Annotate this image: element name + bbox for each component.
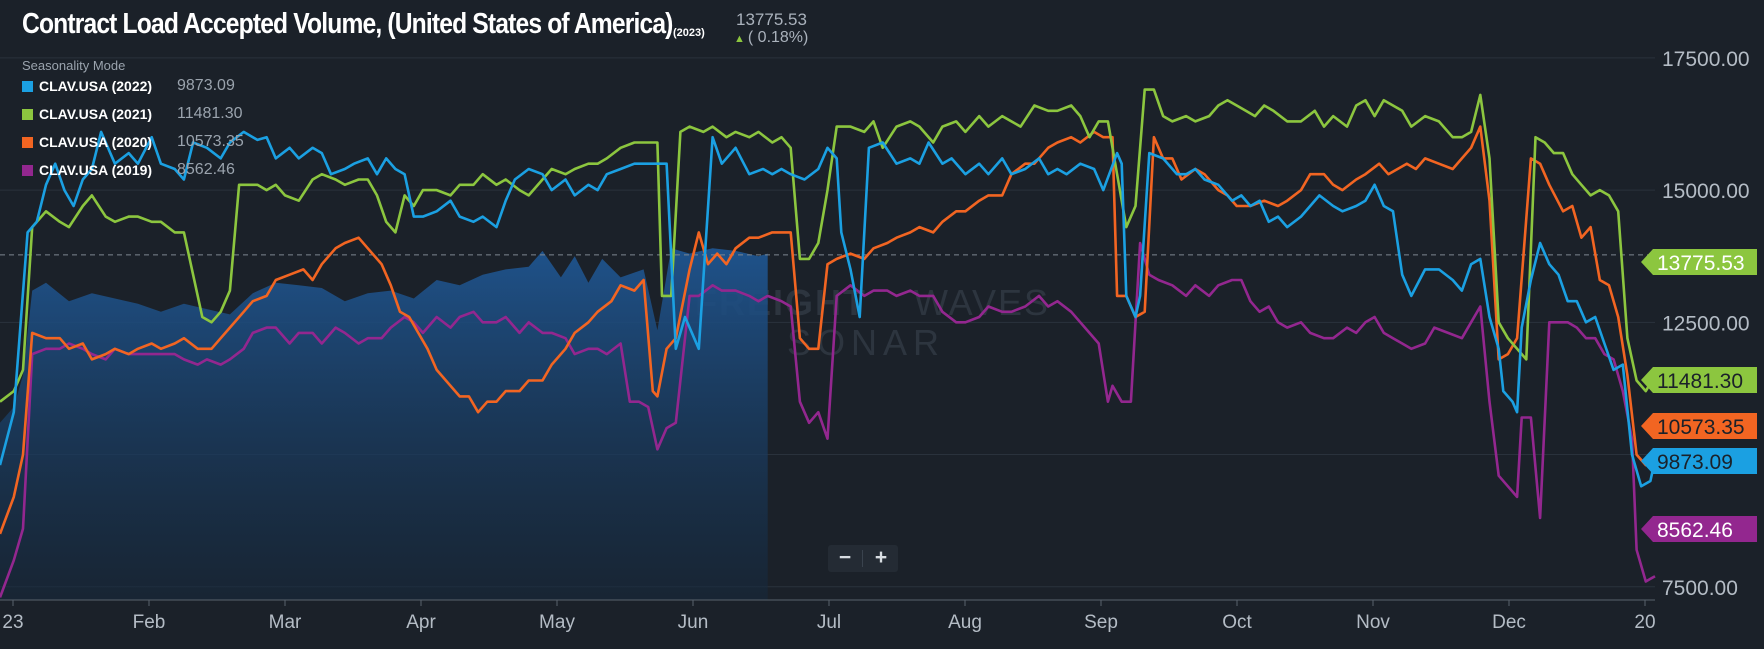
value-flag-2021: 11481.30 <box>1641 367 1757 393</box>
legend-swatch-2021 <box>22 109 33 120</box>
x-tick-label: Dec <box>1492 612 1526 633</box>
legend-item-2022[interactable]: CLAV.USA (2022) 9873.09 <box>22 77 322 106</box>
value-flag-2023: 13775.53 <box>1641 249 1757 275</box>
chart-title: Contract Load Accepted Volume, (United S… <box>22 8 673 40</box>
x-tick-label: Feb <box>133 612 166 633</box>
legend: CLAV.USA (2022) 9873.09 CLAV.USA (2021) … <box>22 77 322 190</box>
legend-value-2021: 11481.30 <box>177 105 243 122</box>
value-flag-shape <box>1641 249 1757 275</box>
x-tick-label: Jun <box>678 612 709 633</box>
legend-swatch-2022 <box>22 81 33 92</box>
series-line-2021 <box>0 88 1657 403</box>
value-flag-text: 8562.46 <box>1657 519 1733 542</box>
series-line-2022 <box>0 130 1657 488</box>
series-line-2020 <box>0 125 1657 535</box>
x-tick-label: May <box>539 612 575 633</box>
zoom-in-button[interactable]: + <box>874 546 888 569</box>
legend-item-2020[interactable]: CLAV.USA (2020) 10573.35 <box>22 133 322 162</box>
series-area-2023 <box>0 248 768 601</box>
value-flag-shape <box>1641 516 1757 542</box>
legend-name-2022: CLAV.USA (2022) <box>39 78 153 94</box>
value-flag-text: 10573.35 <box>1657 416 1745 439</box>
x-tick-label: 23 <box>2 612 23 633</box>
legend-item-2019[interactable]: CLAV.USA (2019) 8562.46 <box>22 161 322 190</box>
current-change: ▲( 0.18%) <box>734 29 808 47</box>
x-tick-label: Nov <box>1356 612 1390 633</box>
legend-name-2020: CLAV.USA (2020) <box>39 134 153 150</box>
y-tick-label: 15000.00 <box>1662 180 1750 203</box>
seasonality-mode-label: Seasonality Mode <box>22 58 126 73</box>
current-change-text: ( 0.18%) <box>747 29 809 46</box>
x-tick-label: Oct <box>1222 612 1252 633</box>
x-tick-label: Aug <box>948 612 982 633</box>
y-tick-label: 7500.00 <box>1662 577 1738 600</box>
series-line-2019 <box>0 241 1656 598</box>
legend-value-2019: 8562.46 <box>177 161 235 178</box>
legend-name-2019: CLAV.USA (2019) <box>39 162 153 178</box>
y-tick-label: 17500.00 <box>1662 48 1750 71</box>
y-tick-label: 12500.00 <box>1662 312 1750 335</box>
x-tick-label: Apr <box>406 612 436 633</box>
x-axis-ticks: 23 Feb Mar Apr May Jun Jul Aug Sep Oct Nov Dec 20 <box>2 600 1656 633</box>
area-layer <box>0 248 768 601</box>
legend-name-2021: CLAV.USA (2021) <box>39 106 153 122</box>
value-flag-2022: 9873.09 <box>1641 448 1757 474</box>
x-tick-label: Sep <box>1084 612 1118 633</box>
up-arrow-icon: ▲ <box>734 33 745 45</box>
zoom-out-button[interactable]: − <box>838 546 852 569</box>
value-flags: 13775.53 11481.30 10573.35 9873.09 8562.46 <box>1641 249 1757 542</box>
series-layer <box>0 88 1657 598</box>
value-flag-text: 11481.30 <box>1657 370 1743 393</box>
legend-item-2021[interactable]: CLAV.USA (2021) 11481.30 <box>22 105 322 134</box>
watermark-sonar: SONAR <box>787 322 945 363</box>
value-flag-2019: 8562.46 <box>1641 516 1757 542</box>
zoom-controls: − + <box>828 545 898 572</box>
legend-value-2022: 9873.09 <box>177 77 235 94</box>
current-value: 13775.53 <box>736 10 807 29</box>
legend-swatch-2020 <box>22 137 33 148</box>
value-flag-shape <box>1641 448 1757 474</box>
legend-swatch-2019 <box>22 165 33 176</box>
legend-value-2020: 10573.35 <box>177 133 244 150</box>
x-tick-label: Jul <box>817 612 841 633</box>
value-flag-text: 13775.53 <box>1657 252 1745 275</box>
x-tick-label: Mar <box>269 612 302 633</box>
chart-year: (2023) <box>673 27 705 39</box>
value-flag-shape <box>1641 367 1757 393</box>
value-flag-2020: 10573.35 <box>1641 413 1757 439</box>
x-tick-label: 20 <box>1634 612 1655 633</box>
value-flag-text: 9873.09 <box>1657 451 1733 474</box>
chart-header: Contract Load Accepted Volume, (United S… <box>22 8 787 41</box>
value-flag-shape <box>1641 413 1757 439</box>
zoom-separator <box>862 550 863 567</box>
